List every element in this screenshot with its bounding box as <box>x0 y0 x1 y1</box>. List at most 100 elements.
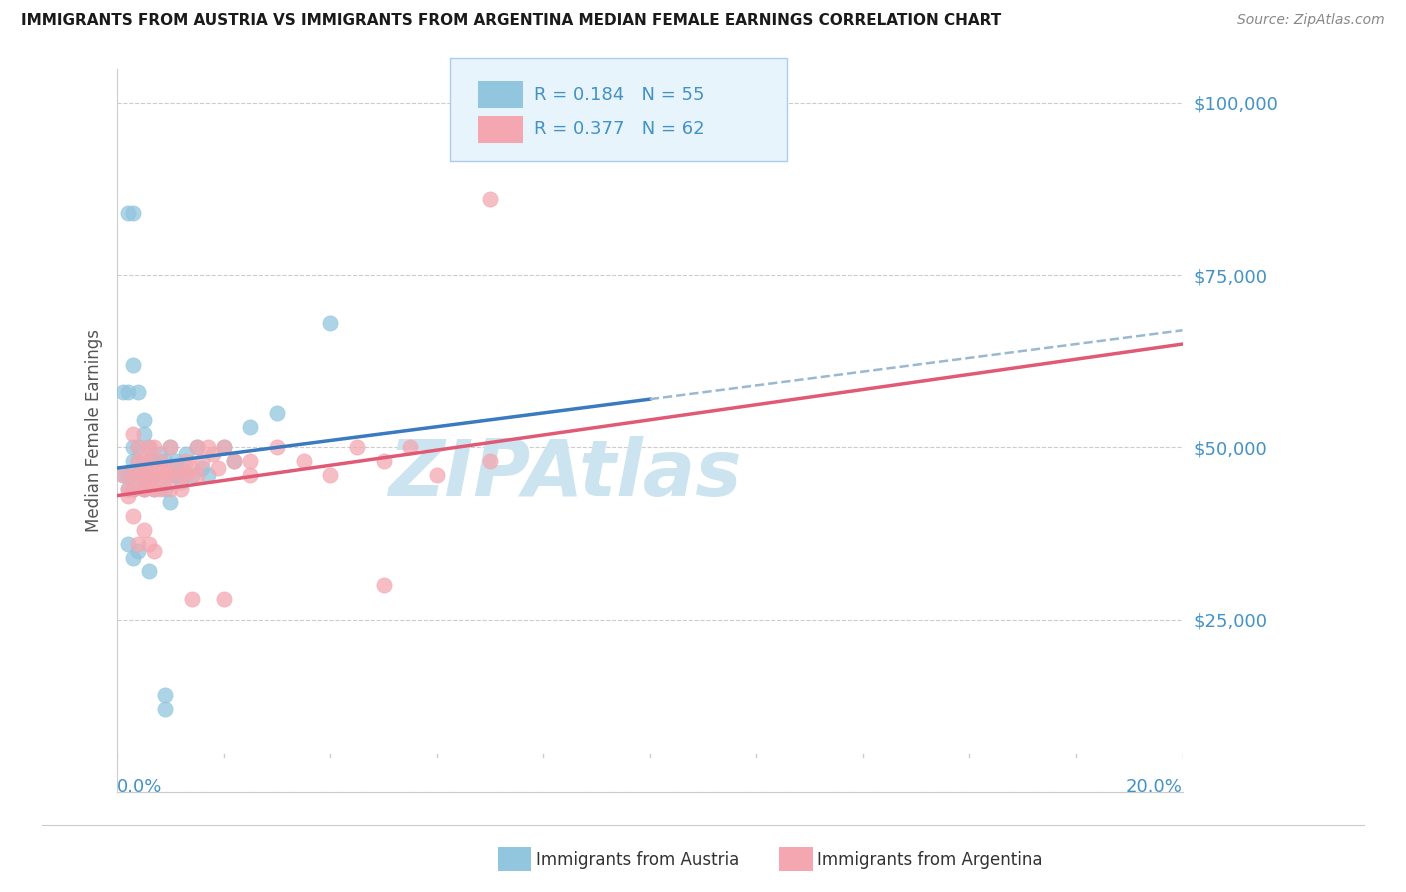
Point <box>128 441 150 455</box>
Point <box>128 454 150 468</box>
Point <box>122 550 145 565</box>
Point <box>128 441 150 455</box>
Point <box>153 454 176 468</box>
Point <box>117 482 139 496</box>
Point <box>138 475 160 489</box>
Point <box>319 317 342 331</box>
Point <box>138 454 160 468</box>
Point <box>122 454 145 468</box>
Point <box>159 467 181 482</box>
Point <box>399 441 422 455</box>
Point <box>319 467 342 482</box>
Point <box>159 467 181 482</box>
Point <box>117 467 139 482</box>
Point <box>138 565 160 579</box>
Point <box>266 441 288 455</box>
Text: ZIPAtlas: ZIPAtlas <box>388 435 741 511</box>
Point <box>373 454 395 468</box>
Point <box>186 467 208 482</box>
Point <box>128 467 150 482</box>
Point <box>165 454 187 468</box>
Point <box>117 537 139 551</box>
Point <box>239 467 262 482</box>
Point <box>143 441 166 455</box>
Point <box>239 454 262 468</box>
Text: 20.0%: 20.0% <box>1126 778 1182 796</box>
Point <box>132 467 155 482</box>
Point <box>132 461 155 475</box>
Point <box>128 543 150 558</box>
Point <box>149 447 172 461</box>
Point <box>122 482 145 496</box>
Point <box>212 441 235 455</box>
Point <box>224 454 246 468</box>
Point <box>176 467 198 482</box>
Point <box>122 482 145 496</box>
Point <box>143 467 166 482</box>
Point <box>128 537 150 551</box>
Point <box>180 467 202 482</box>
Point <box>122 441 145 455</box>
Point <box>212 441 235 455</box>
Point <box>138 441 160 455</box>
Point <box>111 467 134 482</box>
Point <box>186 441 208 455</box>
Point <box>191 461 214 475</box>
Point <box>159 441 181 455</box>
Point <box>117 489 139 503</box>
Point <box>207 461 229 475</box>
Point <box>132 467 155 482</box>
Text: R = 0.184   N = 55: R = 0.184 N = 55 <box>534 86 704 103</box>
Point <box>132 467 155 482</box>
Point <box>132 482 155 496</box>
Point <box>153 702 176 716</box>
Point <box>170 482 193 496</box>
Point <box>224 454 246 468</box>
Point <box>138 467 160 482</box>
Point <box>138 537 160 551</box>
Point <box>111 467 134 482</box>
Point <box>426 467 449 482</box>
Point <box>132 426 155 441</box>
Point <box>153 482 176 496</box>
Point <box>153 689 176 703</box>
Point <box>186 441 208 455</box>
Point <box>143 482 166 496</box>
Point <box>176 447 198 461</box>
Point <box>165 461 187 475</box>
Point <box>197 441 219 455</box>
Point <box>191 454 214 468</box>
Point <box>149 454 172 468</box>
Point <box>122 206 145 220</box>
Point <box>165 467 187 482</box>
Point <box>143 482 166 496</box>
Text: Source: ZipAtlas.com: Source: ZipAtlas.com <box>1237 13 1385 28</box>
Point <box>153 467 176 482</box>
Point <box>170 461 193 475</box>
Point <box>149 461 172 475</box>
Point <box>479 454 502 468</box>
Point <box>132 482 155 496</box>
Point <box>122 509 145 524</box>
Point <box>128 467 150 482</box>
Point <box>373 578 395 592</box>
Point <box>132 523 155 537</box>
Text: Immigrants from Austria: Immigrants from Austria <box>536 851 740 869</box>
Text: Immigrants from Argentina: Immigrants from Argentina <box>817 851 1042 869</box>
Point <box>153 461 176 475</box>
Point <box>202 447 225 461</box>
Point <box>122 358 145 372</box>
Point <box>159 495 181 509</box>
Point <box>170 467 193 482</box>
Text: 0.0%: 0.0% <box>117 778 163 796</box>
Text: IMMIGRANTS FROM AUSTRIA VS IMMIGRANTS FROM ARGENTINA MEDIAN FEMALE EARNINGS CORR: IMMIGRANTS FROM AUSTRIA VS IMMIGRANTS FR… <box>21 13 1001 29</box>
Point <box>266 406 288 420</box>
Point <box>143 543 166 558</box>
Point <box>132 454 155 468</box>
Point <box>479 193 502 207</box>
Point <box>170 475 193 489</box>
Point <box>138 467 160 482</box>
Point <box>138 441 160 455</box>
Text: R = 0.377   N = 62: R = 0.377 N = 62 <box>534 120 704 138</box>
Point <box>128 454 150 468</box>
